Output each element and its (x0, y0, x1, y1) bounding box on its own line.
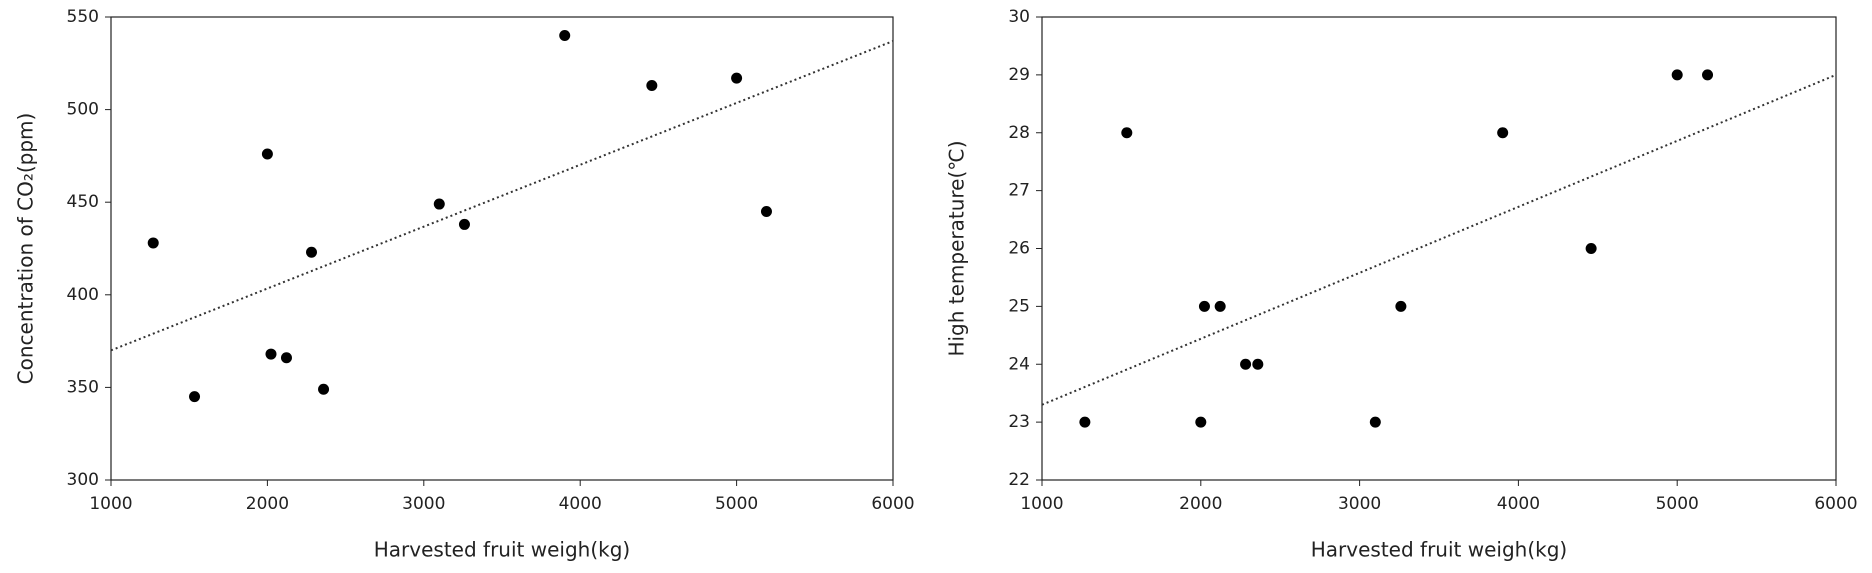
x-tick-label: 4000 (559, 494, 602, 514)
x-tick-label: 2000 (1179, 494, 1222, 514)
x-tick-label: 3000 (402, 494, 445, 514)
point (646, 80, 658, 92)
point (1497, 127, 1509, 139)
point (1395, 300, 1407, 312)
point (1195, 416, 1207, 428)
point (306, 246, 318, 258)
point (559, 30, 571, 42)
y-tick-label: 24 (1008, 354, 1030, 374)
point (1198, 300, 1210, 312)
point (189, 391, 201, 403)
x-tick-label: 3000 (1338, 494, 1381, 514)
y-tick-label: 350 (67, 377, 99, 397)
x-tick-label: 6000 (1814, 494, 1857, 514)
point (731, 72, 743, 84)
point (318, 383, 330, 395)
y-tick-label: 300 (67, 470, 99, 490)
point (1079, 416, 1091, 428)
point (1121, 127, 1133, 139)
y-tick-label: 29 (1008, 65, 1030, 85)
plot-frame (110, 16, 894, 481)
point (147, 237, 159, 249)
y-tick-label: 25 (1008, 296, 1030, 316)
x-axis-label: Harvested fruit weigh(kg) (374, 538, 630, 562)
point (1585, 243, 1597, 254)
point (1240, 358, 1252, 370)
point (433, 198, 445, 210)
y-tick-label: 500 (67, 100, 99, 120)
x-tick-label: 6000 (871, 494, 914, 514)
point (280, 352, 292, 364)
x-tick-label: 5000 (1656, 494, 1699, 514)
x-tick-label: 2000 (246, 494, 289, 514)
y-axis-label: High temperature(℃) (945, 140, 969, 356)
y-tick-label: 550 (67, 7, 99, 27)
point (265, 348, 277, 360)
trend-line (1041, 73, 1837, 406)
y-tick-label: 26 (1008, 239, 1030, 259)
point (1252, 358, 1264, 370)
y-tick-label: 22 (1008, 470, 1030, 490)
y-axis-label: Concentration of CO₂(ppm) (14, 113, 38, 385)
x-axis-label: Harvested fruit weigh(kg) (1311, 538, 1567, 562)
x-tick-label: 1000 (1020, 494, 1063, 514)
point (1671, 69, 1683, 81)
point (261, 148, 273, 160)
y-tick-label: 23 (1008, 412, 1030, 432)
x-tick-label: 1000 (89, 494, 132, 514)
point (1214, 300, 1226, 312)
point (1702, 69, 1714, 81)
point (760, 205, 772, 217)
x-tick-label: 5000 (715, 494, 758, 514)
x-tick-label: 4000 (1497, 494, 1540, 514)
y-tick-label: 28 (1008, 123, 1030, 143)
y-tick-label: 27 (1008, 181, 1030, 201)
y-tick-label: 450 (67, 192, 99, 212)
point (458, 218, 470, 230)
trend-line (110, 40, 894, 352)
y-tick-label: 400 (67, 285, 99, 305)
plot-frame (1041, 16, 1837, 481)
y-tick-label: 30 (1008, 7, 1030, 27)
point (1369, 416, 1381, 428)
